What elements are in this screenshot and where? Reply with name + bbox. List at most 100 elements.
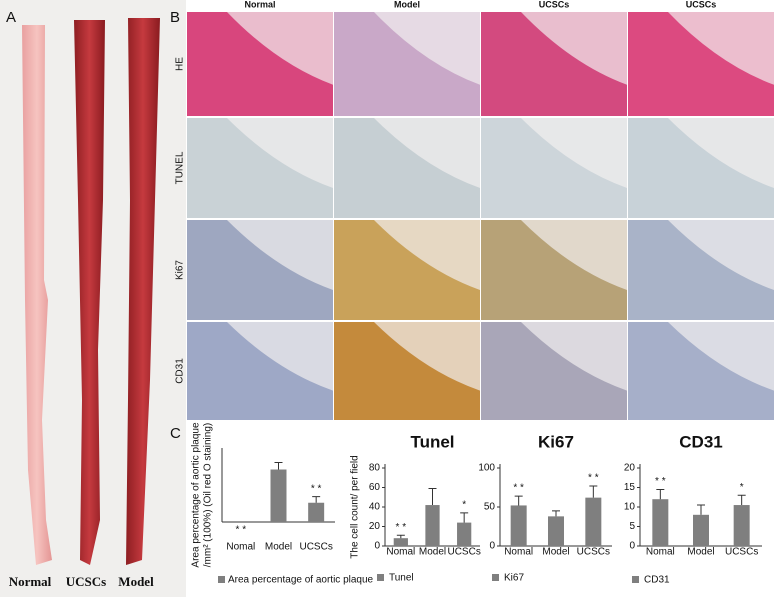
tissue-edge [227,118,333,188]
x-tick-label: Model [687,547,714,558]
row-label: HE [175,57,186,71]
tissue-edge [227,220,333,290]
significance: * * [396,522,407,533]
significance: * * [311,483,322,494]
aorta-label: UCSCs [66,574,106,589]
row-label: CD31 [175,358,186,384]
tissue-edge [227,12,333,85]
aorta-label: Model [118,574,154,589]
legend-swatch [492,574,499,581]
x-tick-label: Nomal [226,542,255,553]
y-tick-label: 10 [624,502,636,513]
y-tick-label: 60 [369,482,381,493]
column-header: Normal [244,0,275,9]
y-tick-label: 80 [369,463,381,474]
aorta-ucscs [74,20,105,565]
bar [457,522,472,546]
column-header: UCSCs [686,0,717,9]
x-tick-label: Nomal [504,547,533,558]
tissue-edge [668,12,774,85]
legend-label: Ki67 [504,573,524,584]
charts: Area percentage of aortic plaque/mm² (10… [191,422,762,586]
x-tick-label: UCSCs [725,547,758,558]
y-axis-label: Area percentage of aortic plaque [191,422,202,568]
error-bar [697,504,705,515]
error-bar [396,534,405,539]
bar [585,497,602,546]
y-tick-label: 0 [489,541,495,552]
y-tick-label: 0 [629,541,635,552]
column-header: UCSCs [539,0,570,9]
error-bar [428,487,437,506]
x-tick-label: Nomal [646,547,675,558]
x-tick-label: Nomal [386,547,415,558]
significance: * * [513,483,524,494]
x-tick-label: UCSCs [447,547,480,558]
tissue-edge [668,220,774,290]
aorta-label: Normal [9,574,52,589]
error-bar [274,462,283,470]
bar [270,469,287,522]
legend-swatch [377,574,384,581]
y-tick-label: 15 [624,482,636,493]
tissue-edge [521,118,627,188]
tissue-edge [521,12,627,85]
bar [652,499,669,546]
bar [510,505,527,546]
chart-title: CD31 [679,432,722,451]
bar [393,538,408,546]
bar [548,516,564,546]
error-bar [737,494,746,506]
error-bar [514,495,523,506]
panel-label: C [170,425,181,442]
legend-label: Tunel [389,573,414,584]
micrograph-grid: Normal Model UCSCs UCSCs HE TUNEL Ki67 CD31 [175,0,774,420]
x-tick-label: Model [265,542,292,553]
chart-title: Tunel [410,432,454,451]
error-bar [312,496,321,503]
y-tick-label: 50 [484,502,496,513]
significance: * * [655,476,666,487]
error-bar [552,510,560,517]
y-tick-label: 5 [629,521,635,532]
legend-label: Area percentage of aortic plaque [228,575,374,586]
tissue-edge [227,322,333,391]
x-tick-label: UCSCs [299,542,332,553]
tissue-edge [374,12,480,85]
legend-swatch [632,576,639,583]
row-label: TUNEL [175,151,186,184]
aorta-model [126,18,160,565]
column-header: Model [394,0,420,9]
tissue-edge [521,322,627,391]
error-bar [460,512,469,523]
tissue-edge [374,220,480,290]
error-bar [589,485,598,498]
y-tick-label: 100 [478,463,495,474]
bar [425,505,440,546]
tissue-edge [668,118,774,188]
tissue-edge [374,322,480,391]
significance: * * [236,525,247,536]
y-axis-label: /mm² (100%) (Oil red O staining) [203,423,214,567]
y-tick-label: 40 [369,502,381,513]
bar [693,514,709,546]
significance: * [462,499,466,510]
y-tick-label: 20 [369,521,381,532]
bar [308,502,325,522]
tissue-edge [668,322,774,391]
significance: * [740,482,744,493]
x-tick-label: Model [419,547,446,558]
row-label: Ki67 [175,260,186,280]
chart-title: Ki67 [538,432,574,451]
tissue-edge [521,220,627,290]
tissue-edge [374,118,480,188]
legend-label: CD31 [644,575,670,586]
significance: * * [588,473,599,484]
bar [733,505,750,546]
x-tick-label: Model [542,547,569,558]
y-tick-label: 20 [624,463,636,474]
error-bar [656,488,665,500]
legend-swatch [218,576,225,583]
y-tick-label: 0 [374,541,380,552]
